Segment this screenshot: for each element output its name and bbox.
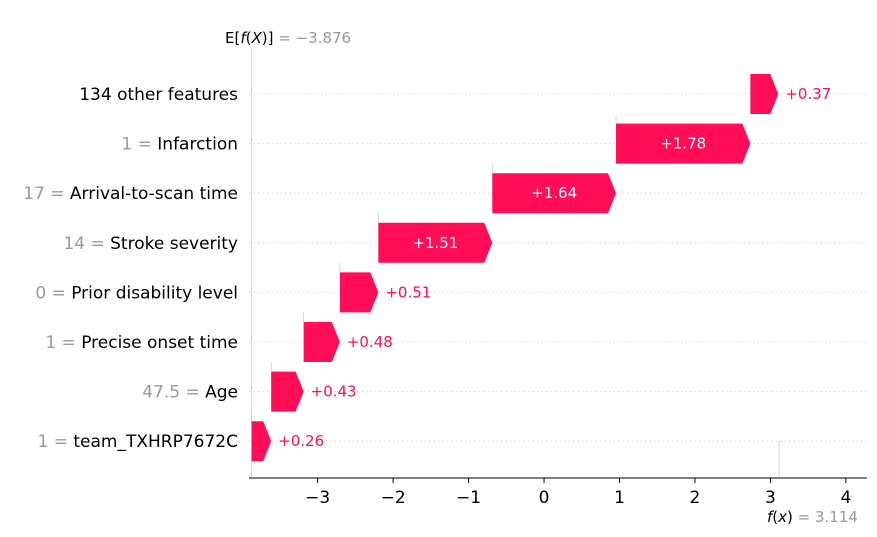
x-tick-label: 4 [840,488,851,508]
x-tick-label: −1 [456,488,481,508]
feature-label: 0 = Prior disability level [35,283,238,303]
contribution-bar [251,421,272,462]
contribution-bar [303,322,340,362]
x-axis: −3 −2 −1 0 1 2 3 4 [249,477,867,508]
contribution-label: +0.43 [311,383,357,401]
contribution-label: +0.37 [785,85,831,103]
contribution-label: +0.51 [385,283,431,301]
x-tick-label: 3 [765,488,776,508]
feature-label: 1 = Precise onset time [45,333,238,353]
final-value-label: f(x) = 3.114 [767,508,858,526]
grid-layer [249,48,867,478]
contribution-bar [271,371,304,412]
x-tick-label: 1 [614,488,625,508]
contribution-bar [378,222,493,263]
contribution-bar [492,173,617,214]
contribution-bar [339,272,379,313]
bars-layer [251,74,779,462]
contribution-bar [616,123,751,164]
feature-label: 47.5 = Age [142,383,238,403]
base-value-label: E[f(X)] = −3.876 [225,29,351,47]
contribution-bar [750,74,779,114]
labels-layer: +0.37 134 other features +1.78 1 = Infarcti… [23,29,858,526]
feature-label: 14 = Stroke severity [63,234,238,254]
contribution-label: +1.78 [660,135,706,153]
feature-label: 1 = team_TXHRP7672C [38,432,239,452]
x-tick-label: 2 [690,488,701,508]
feature-label: 134 other features [79,85,238,105]
feature-label: 1 = Infarction [121,135,238,155]
x-tick-label: −3 [305,488,330,508]
feature-label: 17 = Arrival-to-scan time [23,184,238,204]
contribution-label: +0.48 [347,333,393,351]
contribution-label: +1.64 [531,184,577,202]
x-tick-label: 0 [539,488,550,508]
contribution-label: +1.51 [412,234,458,252]
contribution-label: +0.26 [278,432,324,450]
x-tick-label: −2 [381,488,406,508]
